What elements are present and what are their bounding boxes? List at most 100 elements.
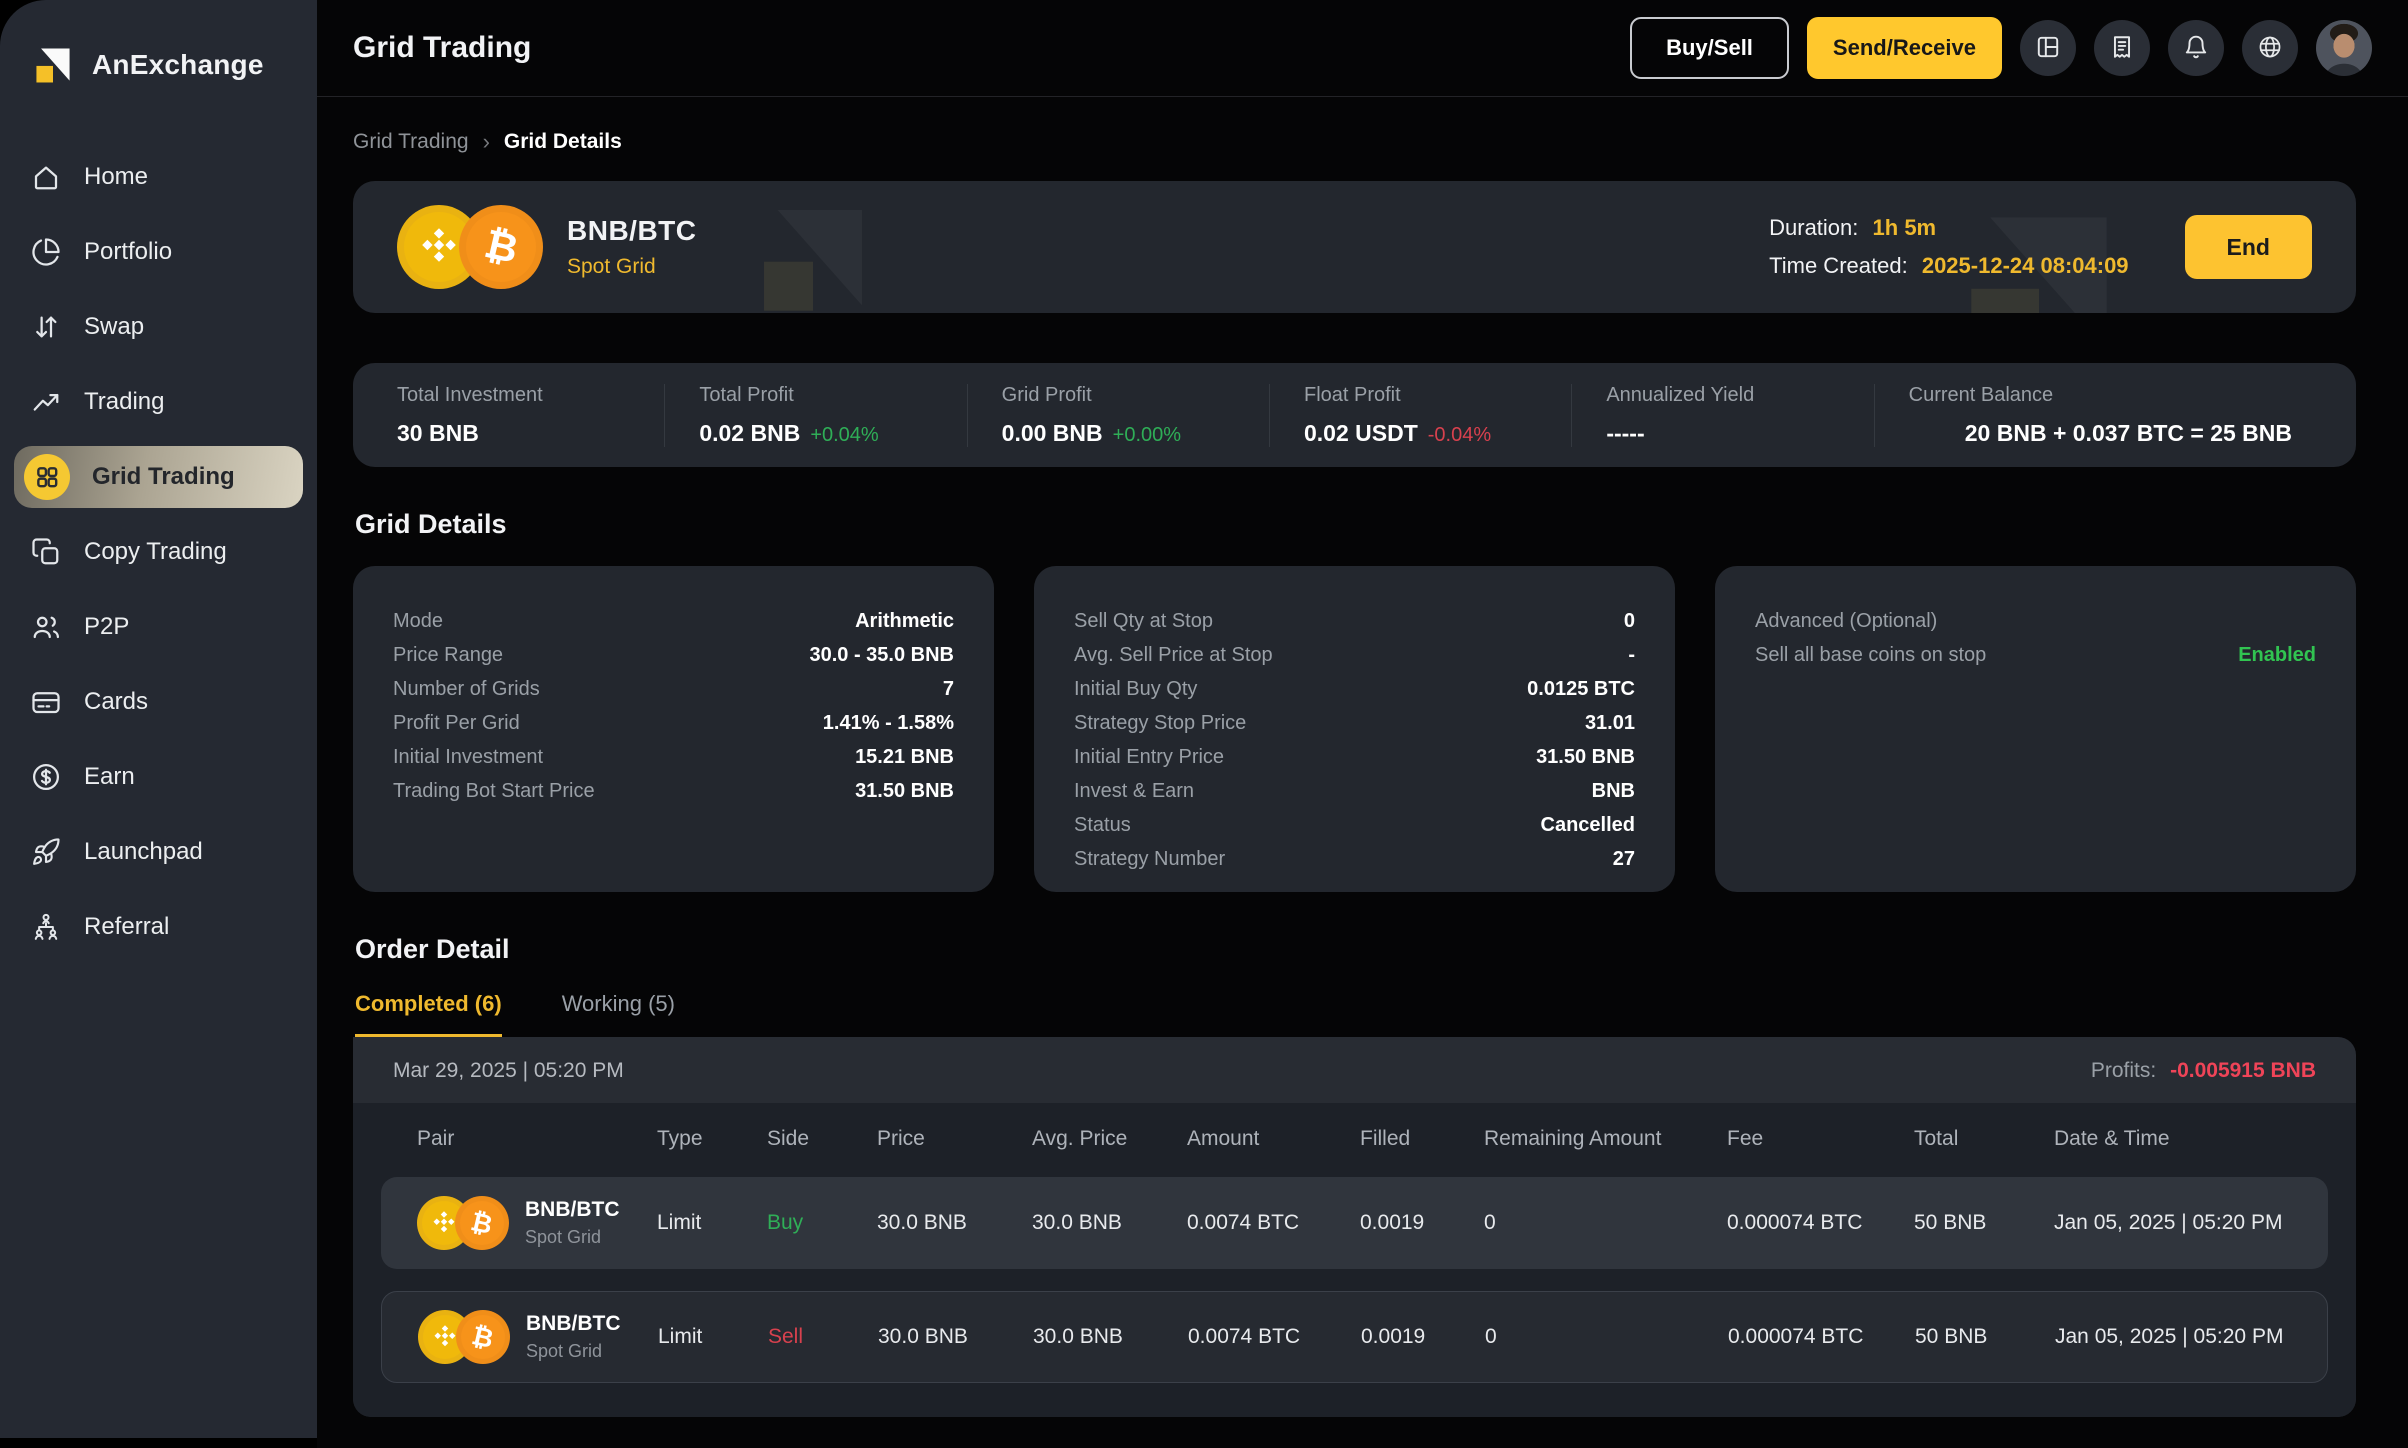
swap-icon	[30, 311, 62, 343]
tab-completed[interactable]: Completed (6)	[355, 991, 502, 1037]
sidebar-item-label: Grid Trading	[92, 463, 235, 491]
page-title: Grid Trading	[353, 31, 531, 65]
fee-cell: 0.000074 BTC	[1728, 1325, 1915, 1349]
stats-card: Total Investment 30 BNB Total Profit 0.0…	[353, 363, 2356, 467]
btc-coin-icon: ₿	[459, 205, 543, 289]
avatar[interactable]	[2316, 20, 2372, 76]
sidebar-item-swap[interactable]: Swap	[14, 296, 303, 358]
sidebar-item-launchpad[interactable]: Launchpad	[14, 821, 303, 883]
sidebar-item-label: Referral	[84, 913, 169, 941]
remaining-cell: 0	[1484, 1211, 1727, 1235]
sidebar-item-label: Cards	[84, 688, 148, 716]
stat-current-balance: Current Balance 20 BNB + 0.037 BTC = 25 …	[1874, 384, 2312, 447]
duration-value: 1h 5m	[1873, 215, 1937, 240]
sidebar-item-copy-trading[interactable]: Copy Trading	[14, 521, 303, 583]
price-cell: 30.0 BNB	[877, 1211, 1032, 1235]
delta-badge: +0.04%	[810, 424, 878, 446]
stat-total-investment: Total Investment 30 BNB	[397, 384, 664, 447]
stat-annualized-yield: Annualized Yield -----	[1571, 384, 1873, 447]
pair-times: Duration: 1h 5m Time Created: 2025-12-24…	[1769, 215, 2128, 279]
detail-row: Sell all base coins on stop Enabled	[1755, 638, 2316, 672]
detail-row: Number of Grids7	[393, 672, 954, 706]
detail-row: Invest & EarnBNB	[1074, 774, 1635, 808]
language-button[interactable]	[2242, 20, 2298, 76]
orders-table-card: Mar 29, 2025 | 05:20 PM Profits: -0.0059…	[353, 1037, 2356, 1417]
detail-row: StatusCancelled	[1074, 808, 1635, 842]
datetime-cell: Jan 05, 2025 | 05:20 PM	[2054, 1211, 2292, 1235]
orders-history-button[interactable]	[2094, 20, 2150, 76]
topbar: Grid Trading Buy/Sell Send/Receive	[317, 0, 2408, 97]
delta-badge: -0.04%	[1428, 424, 1491, 446]
home-icon	[30, 161, 62, 193]
stat-float-profit: Float Profit 0.02 USDT-0.04%	[1269, 384, 1571, 447]
sidebar-item-portfolio[interactable]: Portfolio	[14, 221, 303, 283]
grid-icon	[24, 454, 70, 500]
sidebar-item-home[interactable]: Home	[14, 146, 303, 208]
table-row[interactable]: ₿ BNB/BTC Spot Grid Limit Buy 30.0 BNB 3…	[381, 1177, 2328, 1269]
fee-cell: 0.000074 BTC	[1727, 1211, 1914, 1235]
duration-line: Duration: 1h 5m	[1769, 215, 2128, 241]
detail-row: Sell Qty at Stop0	[1074, 604, 1635, 638]
stat-grid-profit: Grid Profit 0.00 BNB+0.00%	[967, 384, 1269, 447]
breadcrumb: Grid Trading › Grid Details	[353, 129, 2356, 155]
detail-row: Initial Buy Qty0.0125 BTC	[1074, 672, 1635, 706]
brand-watermark	[745, 191, 881, 313]
end-button[interactable]: End	[2185, 215, 2312, 279]
detail-row: Strategy Number27	[1074, 842, 1635, 876]
sidebar-item-label: Trading	[84, 388, 164, 416]
sidebar-item-earn[interactable]: Earn	[14, 746, 303, 808]
sidebar-item-grid-trading[interactable]: Grid Trading	[14, 446, 303, 508]
price-cell: 30.0 BNB	[878, 1325, 1033, 1349]
breadcrumb-current: Grid Details	[504, 130, 622, 154]
sidebar-item-cards[interactable]: Cards	[14, 671, 303, 733]
detail-row: ModeArithmetic	[393, 604, 954, 638]
delta-badge: +0.00%	[1113, 424, 1181, 446]
stat-total-profit: Total Profit 0.02 BNB+0.04%	[664, 384, 966, 447]
sidebar-item-referral[interactable]: Referral	[14, 896, 303, 958]
sidebar-item-trading[interactable]: Trading	[14, 371, 303, 433]
table-row[interactable]: ₿ BNB/BTC Spot Grid Limit Sell 30.0 BNB …	[381, 1291, 2328, 1383]
page-content: Grid Trading › Grid Details	[317, 97, 2408, 1417]
buy-sell-button[interactable]: Buy/Sell	[1630, 17, 1789, 79]
sidebar-item-label: Portfolio	[84, 238, 172, 266]
pair-header-card: ₿ BNB/BTC Spot Grid Duration: 1h 5m Time…	[353, 181, 2356, 313]
amount-cell: 0.0074 BTC	[1187, 1211, 1360, 1235]
brand: AnExchange	[0, 36, 317, 88]
btc-coin-icon: ₿	[455, 1196, 509, 1250]
avg-price-cell: 30.0 BNB	[1032, 1211, 1187, 1235]
side-cell: Buy	[767, 1211, 877, 1235]
type-cell: Limit	[658, 1325, 768, 1349]
detail-row: Price Range30.0 - 35.0 BNB	[393, 638, 954, 672]
referral-icon	[30, 911, 62, 943]
tab-working[interactable]: Working (5)	[562, 991, 675, 1037]
remaining-cell: 0	[1485, 1325, 1728, 1349]
receipt-icon	[2109, 34, 2135, 63]
launchpad-icon	[30, 836, 62, 868]
breadcrumb-parent[interactable]: Grid Trading	[353, 130, 469, 154]
brand-name: AnExchange	[92, 49, 264, 81]
enabled-badge: Enabled	[2238, 638, 2316, 672]
sidebar-item-label: P2P	[84, 613, 129, 641]
brand-logo-icon	[30, 42, 76, 88]
detail-row: Trading Bot Start Price31.50 BNB	[393, 774, 954, 808]
created-label: Time Created:	[1769, 253, 1908, 278]
pair-info: BNB/BTC Spot Grid	[567, 215, 697, 279]
main-area: Grid Trading Buy/Sell Send/Receive	[317, 0, 2408, 1448]
advanced-heading: Advanced (Optional)	[1755, 604, 2316, 638]
pair-strategy: Spot Grid	[567, 255, 697, 279]
notifications-button[interactable]	[2168, 20, 2224, 76]
dashboard-layout-button[interactable]	[2020, 20, 2076, 76]
globe-icon	[2257, 34, 2283, 63]
type-cell: Limit	[657, 1211, 767, 1235]
pair-cell: ₿ BNB/BTC Spot Grid	[418, 1310, 658, 1364]
filled-cell: 0.0019	[1360, 1211, 1484, 1235]
send-receive-button[interactable]: Send/Receive	[1807, 17, 2002, 79]
copy-icon	[30, 536, 62, 568]
detail-row: Profit Per Grid1.41% - 1.58%	[393, 706, 954, 740]
grid-details-heading: Grid Details	[355, 509, 2356, 540]
detail-row: Initial Entry Price31.50 BNB	[1074, 740, 1635, 774]
sidebar-item-p2p[interactable]: P2P	[14, 596, 303, 658]
order-group-date: Mar 29, 2025 | 05:20 PM	[393, 1059, 624, 1083]
order-group-profits: Profits: -0.005915 BNB	[2091, 1059, 2316, 1083]
created-value: 2025-12-24 08:04:09	[1922, 253, 2129, 278]
